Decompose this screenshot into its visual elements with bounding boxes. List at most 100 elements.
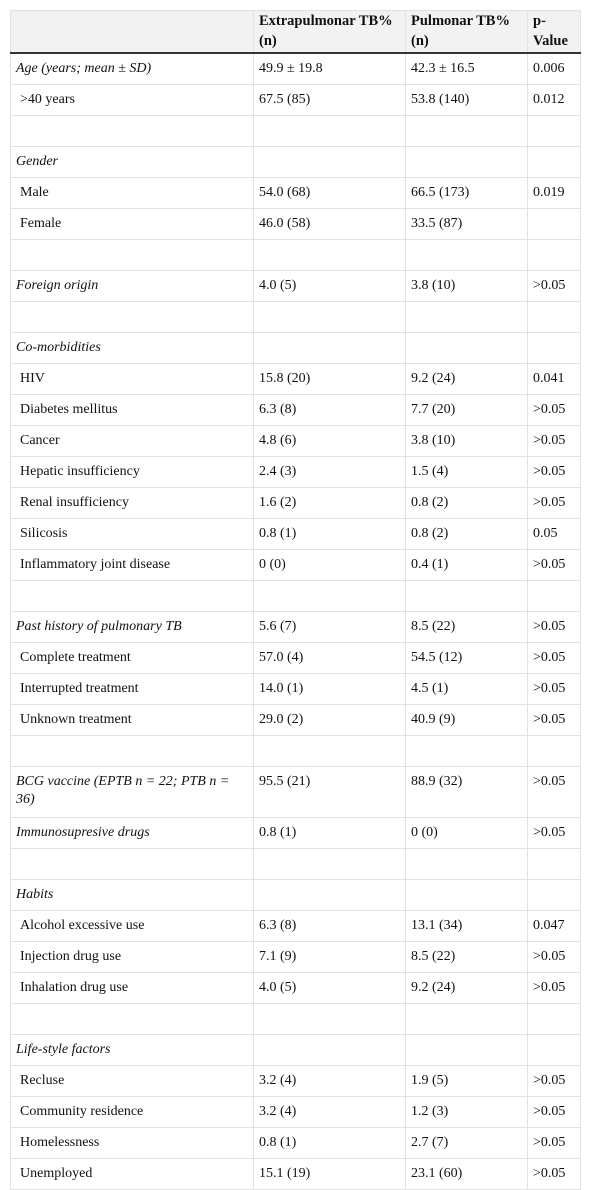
value-cell: 4.8 (6): [253, 425, 406, 457]
value-cell: 54.5 (12): [405, 642, 528, 674]
spacer-cell: [405, 735, 528, 767]
data-table: Extrapulmonar TB% (n) Pulmonar TB% (n) p-V…: [10, 10, 581, 1190]
value-cell: >0.05: [527, 817, 581, 849]
row-label: Cancer: [10, 425, 254, 457]
value-cell: >0.05: [527, 456, 581, 488]
table-row: Inhalation drug use 4.0 (5) 9.2 (24) >0.05: [10, 972, 581, 1004]
value-cell: >0.05: [527, 1096, 581, 1128]
page: Extrapulmonar TB% (n) Pulmonar TB% (n) p-V…: [10, 10, 581, 1190]
row-label: Inflammatory joint disease: [10, 549, 254, 581]
table-row: Renal insufficiency 1.6 (2) 0.8 (2) >0.05: [10, 487, 581, 519]
value-cell: 0.8 (1): [253, 1127, 406, 1159]
value-cell: [527, 208, 581, 240]
value-cell: 54.0 (68): [253, 177, 406, 209]
header-cell: [10, 10, 254, 54]
spacer-cell: [527, 1003, 581, 1035]
value-cell: 3.8 (10): [405, 270, 528, 302]
value-cell: 1.5 (4): [405, 456, 528, 488]
value-cell: 5.6 (7): [253, 611, 406, 643]
row-label: Age (years; mean ± SD): [10, 52, 254, 85]
value-cell: 2.4 (3): [253, 456, 406, 488]
value-cell: [253, 332, 406, 364]
value-cell: 4.5 (1): [405, 673, 528, 705]
value-cell: [405, 1034, 528, 1066]
spacer-cell: [10, 115, 254, 147]
table-row: Male 54.0 (68) 66.5 (173) 0.019: [10, 177, 581, 209]
row-label: Gender: [10, 146, 254, 178]
row-label: HIV: [10, 363, 254, 395]
value-cell: 0 (0): [405, 817, 528, 849]
header-row: Extrapulmonar TB% (n) Pulmonar TB% (n) p-V…: [10, 10, 581, 54]
table-row: Past history of pulmonary TB 5.6 (7) 8.5 (…: [10, 611, 581, 643]
value-cell: 3.2 (4): [253, 1065, 406, 1097]
table-row: Silicosis 0.8 (1) 0.8 (2) 0.05: [10, 518, 581, 550]
spacer-cell: [405, 580, 528, 612]
value-cell: 66.5 (173): [405, 177, 528, 209]
row-label: Male: [10, 177, 254, 209]
value-cell: 33.5 (87): [405, 208, 528, 240]
value-cell: >0.05: [527, 1065, 581, 1097]
value-cell: 9.2 (24): [405, 972, 528, 1004]
spacer-row: [10, 1003, 581, 1035]
table-row: Complete treatment 57.0 (4) 54.5 (12) >0.05: [10, 642, 581, 674]
value-cell: 95.5 (21): [253, 766, 406, 818]
value-cell: 57.0 (4): [253, 642, 406, 674]
row-label: Diabetes mellitus: [10, 394, 254, 426]
row-label: Community residence: [10, 1096, 254, 1128]
row-label: >40 years: [10, 84, 254, 116]
value-cell: [253, 146, 406, 178]
table-row: Homelessness 0.8 (1) 2.7 (7) >0.05: [10, 1127, 581, 1159]
value-cell: 6.3 (8): [253, 394, 406, 426]
value-cell: 7.1 (9): [253, 941, 406, 973]
table-row: BCG vaccine (EPTB n = 22; PTB n = 36) 95.…: [10, 766, 581, 818]
table-row: Life-style factors: [10, 1034, 581, 1066]
spacer-cell: [10, 580, 254, 612]
spacer-cell: [527, 580, 581, 612]
row-label: Alcohol excessive use: [10, 910, 254, 942]
table-row: HIV 15.8 (20) 9.2 (24) 0.041: [10, 363, 581, 395]
value-cell: >0.05: [527, 1158, 581, 1190]
value-cell: >0.05: [527, 270, 581, 302]
spacer-row: [10, 580, 581, 612]
spacer-cell: [405, 115, 528, 147]
row-label: Silicosis: [10, 518, 254, 550]
value-cell: >0.05: [527, 941, 581, 973]
table-row: Hepatic insufficiency 2.4 (3) 1.5 (4) >0.05: [10, 456, 581, 488]
table-row: Cancer 4.8 (6) 3.8 (10) >0.05: [10, 425, 581, 457]
value-cell: 0.4 (1): [405, 549, 528, 581]
row-label: Complete treatment: [10, 642, 254, 674]
spacer-cell: [253, 115, 406, 147]
value-cell: 13.1 (34): [405, 910, 528, 942]
spacer-cell: [527, 735, 581, 767]
table-row: >40 years 67.5 (85) 53.8 (140) 0.012: [10, 84, 581, 116]
value-cell: 42.3 ± 16.5: [405, 52, 528, 85]
value-cell: 0.041: [527, 363, 581, 395]
spacer-cell: [405, 301, 528, 333]
value-cell: >0.05: [527, 673, 581, 705]
value-cell: 1.6 (2): [253, 487, 406, 519]
spacer-cell: [405, 848, 528, 880]
table-row: Immunosupresive drugs 0.8 (1) 0 (0) >0.05: [10, 817, 581, 849]
row-label: Immunosupresive drugs: [10, 817, 254, 849]
value-cell: 0.8 (1): [253, 817, 406, 849]
value-cell: 15.8 (20): [253, 363, 406, 395]
value-cell: 0.012: [527, 84, 581, 116]
row-label: Female: [10, 208, 254, 240]
table-row: Age (years; mean ± SD) 49.9 ± 19.8 42.3 ± …: [10, 52, 581, 85]
value-cell: 4.0 (5): [253, 972, 406, 1004]
row-label: Habits: [10, 879, 254, 911]
value-cell: >0.05: [527, 766, 581, 818]
table-row: Unknown treatment 29.0 (2) 40.9 (9) >0.05: [10, 704, 581, 736]
spacer-cell: [253, 1003, 406, 1035]
row-label: BCG vaccine (EPTB n = 22; PTB n = 36): [10, 766, 254, 818]
table-row: Gender: [10, 146, 581, 178]
table-row: Female 46.0 (58) 33.5 (87): [10, 208, 581, 240]
spacer-cell: [253, 239, 406, 271]
value-cell: 40.9 (9): [405, 704, 528, 736]
spacer-cell: [10, 735, 254, 767]
row-label: Past history of pulmonary TB: [10, 611, 254, 643]
spacer-cell: [405, 1003, 528, 1035]
spacer-cell: [527, 115, 581, 147]
table-row: Injection drug use 7.1 (9) 8.5 (22) >0.05: [10, 941, 581, 973]
row-label: Co-morbidities: [10, 332, 254, 364]
